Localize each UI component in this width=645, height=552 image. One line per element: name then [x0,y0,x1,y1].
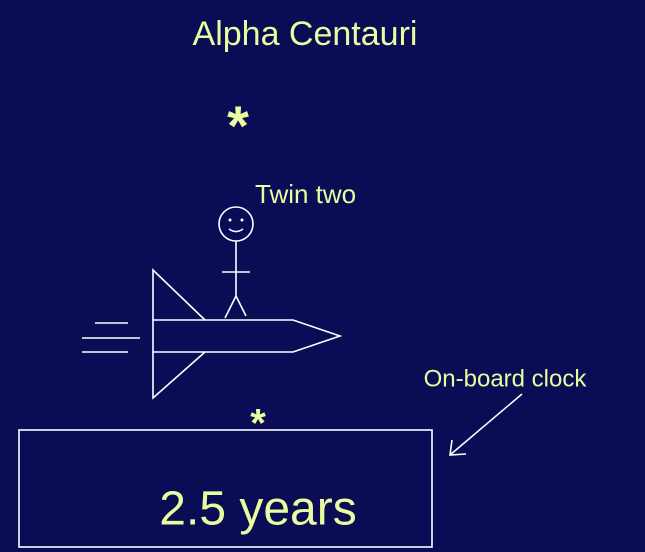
clock-label: On-board clock [424,365,588,392]
title: Alpha Centauri [193,15,418,53]
star-far: * [227,94,249,157]
star-near: * [250,402,266,446]
slide: Alpha Centauri * Twin two * On-board clo… [0,0,645,552]
page: {"title": "Alpha Centauri", "star_far": … [0,0,645,552]
background [0,0,645,552]
clock-reading: 2.5 years [159,483,356,536]
traveler-label: Twin two [255,179,356,209]
